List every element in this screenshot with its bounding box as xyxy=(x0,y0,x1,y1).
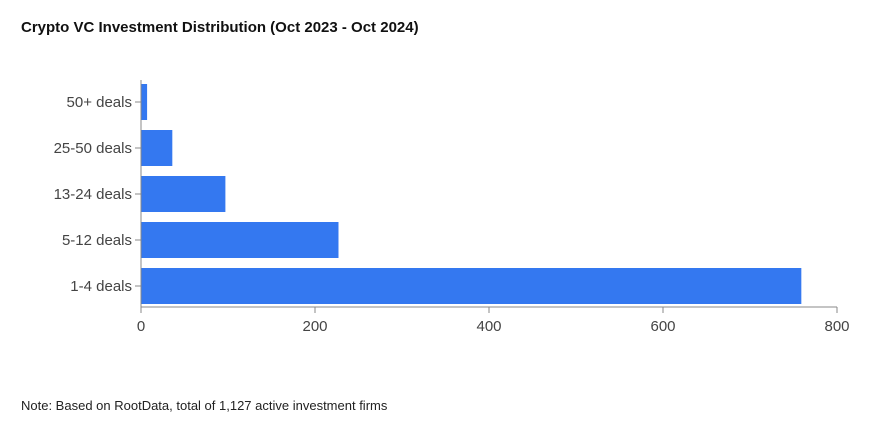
x-tick-label: 600 xyxy=(650,318,675,335)
y-tick-label: 50+ deals xyxy=(67,94,132,111)
y-tick-label: 1-4 deals xyxy=(70,278,132,295)
y-tick-label: 13-24 deals xyxy=(54,186,132,203)
y-tick-label: 25-50 deals xyxy=(54,140,132,157)
bar-4 xyxy=(141,268,802,304)
x-tick-label: 800 xyxy=(824,318,849,335)
x-tick-label: 0 xyxy=(137,318,145,335)
y-tick-label: 5-12 deals xyxy=(62,232,132,249)
axes-group: 50+ deals 25-50 deals 13-24 deals 5-12 deal… xyxy=(54,80,850,335)
bar-2 xyxy=(141,176,226,212)
bars-group xyxy=(141,84,802,304)
chart-note: Note: Based on RootData, total of 1,127 … xyxy=(21,398,388,413)
bar-0 xyxy=(141,84,148,120)
chart-title: Crypto VC Investment Distribution (Oct 2… xyxy=(21,19,419,36)
x-tick-label: 400 xyxy=(476,318,501,335)
bar-3 xyxy=(141,222,339,258)
x-tick-label: 200 xyxy=(302,318,327,335)
bar-1 xyxy=(141,130,173,166)
